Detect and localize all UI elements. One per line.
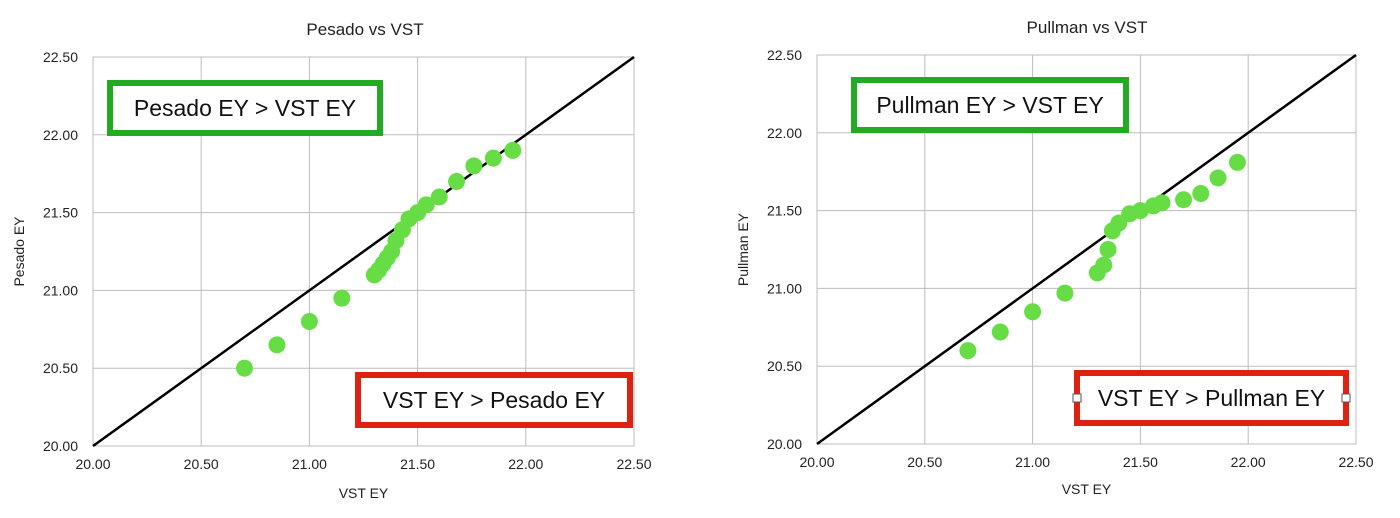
data-point <box>1024 303 1042 321</box>
data-point <box>504 141 522 159</box>
data-point <box>1095 256 1113 274</box>
y-tick-label: 22.00 <box>43 127 78 143</box>
data-point <box>1131 202 1149 220</box>
data-point <box>448 172 466 190</box>
reference-line <box>816 53 1357 446</box>
annotation-text: VST EY > Pesado EY <box>383 387 605 413</box>
y-tick-label: 21.00 <box>767 280 802 296</box>
chart-title: Pullman vs VST <box>1027 18 1148 37</box>
x-tick-label: 20.00 <box>799 454 834 470</box>
annotation-text: Pullman EY > VST EY <box>876 92 1103 118</box>
x-tick-label: 20.50 <box>907 454 942 470</box>
data-point <box>430 188 448 206</box>
y-tick-label: 20.00 <box>767 436 802 452</box>
y-tick-label: 21.50 <box>767 203 802 219</box>
x-tick-label: 20.50 <box>184 456 219 472</box>
x-tick-label: 22.00 <box>1231 454 1266 470</box>
data-point <box>417 196 435 214</box>
resize-handle-right <box>1341 393 1351 403</box>
data-point <box>1099 241 1117 258</box>
x-tick-label: 21.50 <box>400 456 435 472</box>
data-point <box>1228 153 1246 171</box>
x-tick-label: 21.00 <box>1015 454 1050 470</box>
y-axis-label: Pullman EY <box>735 212 751 286</box>
x-tick-label: 21.00 <box>292 456 327 472</box>
reference-line <box>92 55 635 448</box>
data-point <box>235 359 253 377</box>
y-tick-label: 20.50 <box>767 358 802 374</box>
data-point <box>1056 284 1074 302</box>
data-point <box>465 157 483 175</box>
x-tick-label: 20.00 <box>75 456 110 472</box>
data-point <box>268 336 286 354</box>
data-point <box>300 313 318 331</box>
annotation-text: Pesado EY > VST EY <box>134 95 356 121</box>
x-tick-label: 22.50 <box>616 456 651 472</box>
resize-handle-left <box>1072 393 1082 403</box>
annotation-box <box>851 77 1129 133</box>
data-point <box>333 289 351 307</box>
x-tick-label: 22.00 <box>508 456 543 472</box>
y-tick-label: 22.50 <box>767 47 802 63</box>
data-point <box>991 323 1009 341</box>
y-tick-label: 21.50 <box>43 205 78 221</box>
y-tick-label: 20.50 <box>43 360 78 376</box>
y-tick-label: 21.00 <box>43 282 78 298</box>
x-axis-label: VST EY <box>1062 481 1112 497</box>
data-point <box>959 342 977 360</box>
x-axis-label: VST EY <box>339 485 389 501</box>
chart-title: Pesado vs VST <box>306 20 423 39</box>
y-tick-label: 22.50 <box>43 49 78 65</box>
annotation-box <box>355 372 633 428</box>
data-point <box>484 149 502 167</box>
y-tick-label: 22.00 <box>767 125 802 141</box>
annotation-box <box>107 80 383 136</box>
data-point <box>1192 184 1210 202</box>
y-axis-label: Pesado EY <box>11 216 27 287</box>
x-tick-label: 21.50 <box>1123 454 1158 470</box>
data-point <box>1153 194 1171 212</box>
data-point <box>1175 191 1193 209</box>
x-tick-label: 22.50 <box>1338 454 1373 470</box>
y-tick-label: 20.00 <box>43 438 78 454</box>
data-point <box>1209 169 1227 187</box>
annotation-text: VST EY > Pullman EY <box>1098 385 1325 411</box>
